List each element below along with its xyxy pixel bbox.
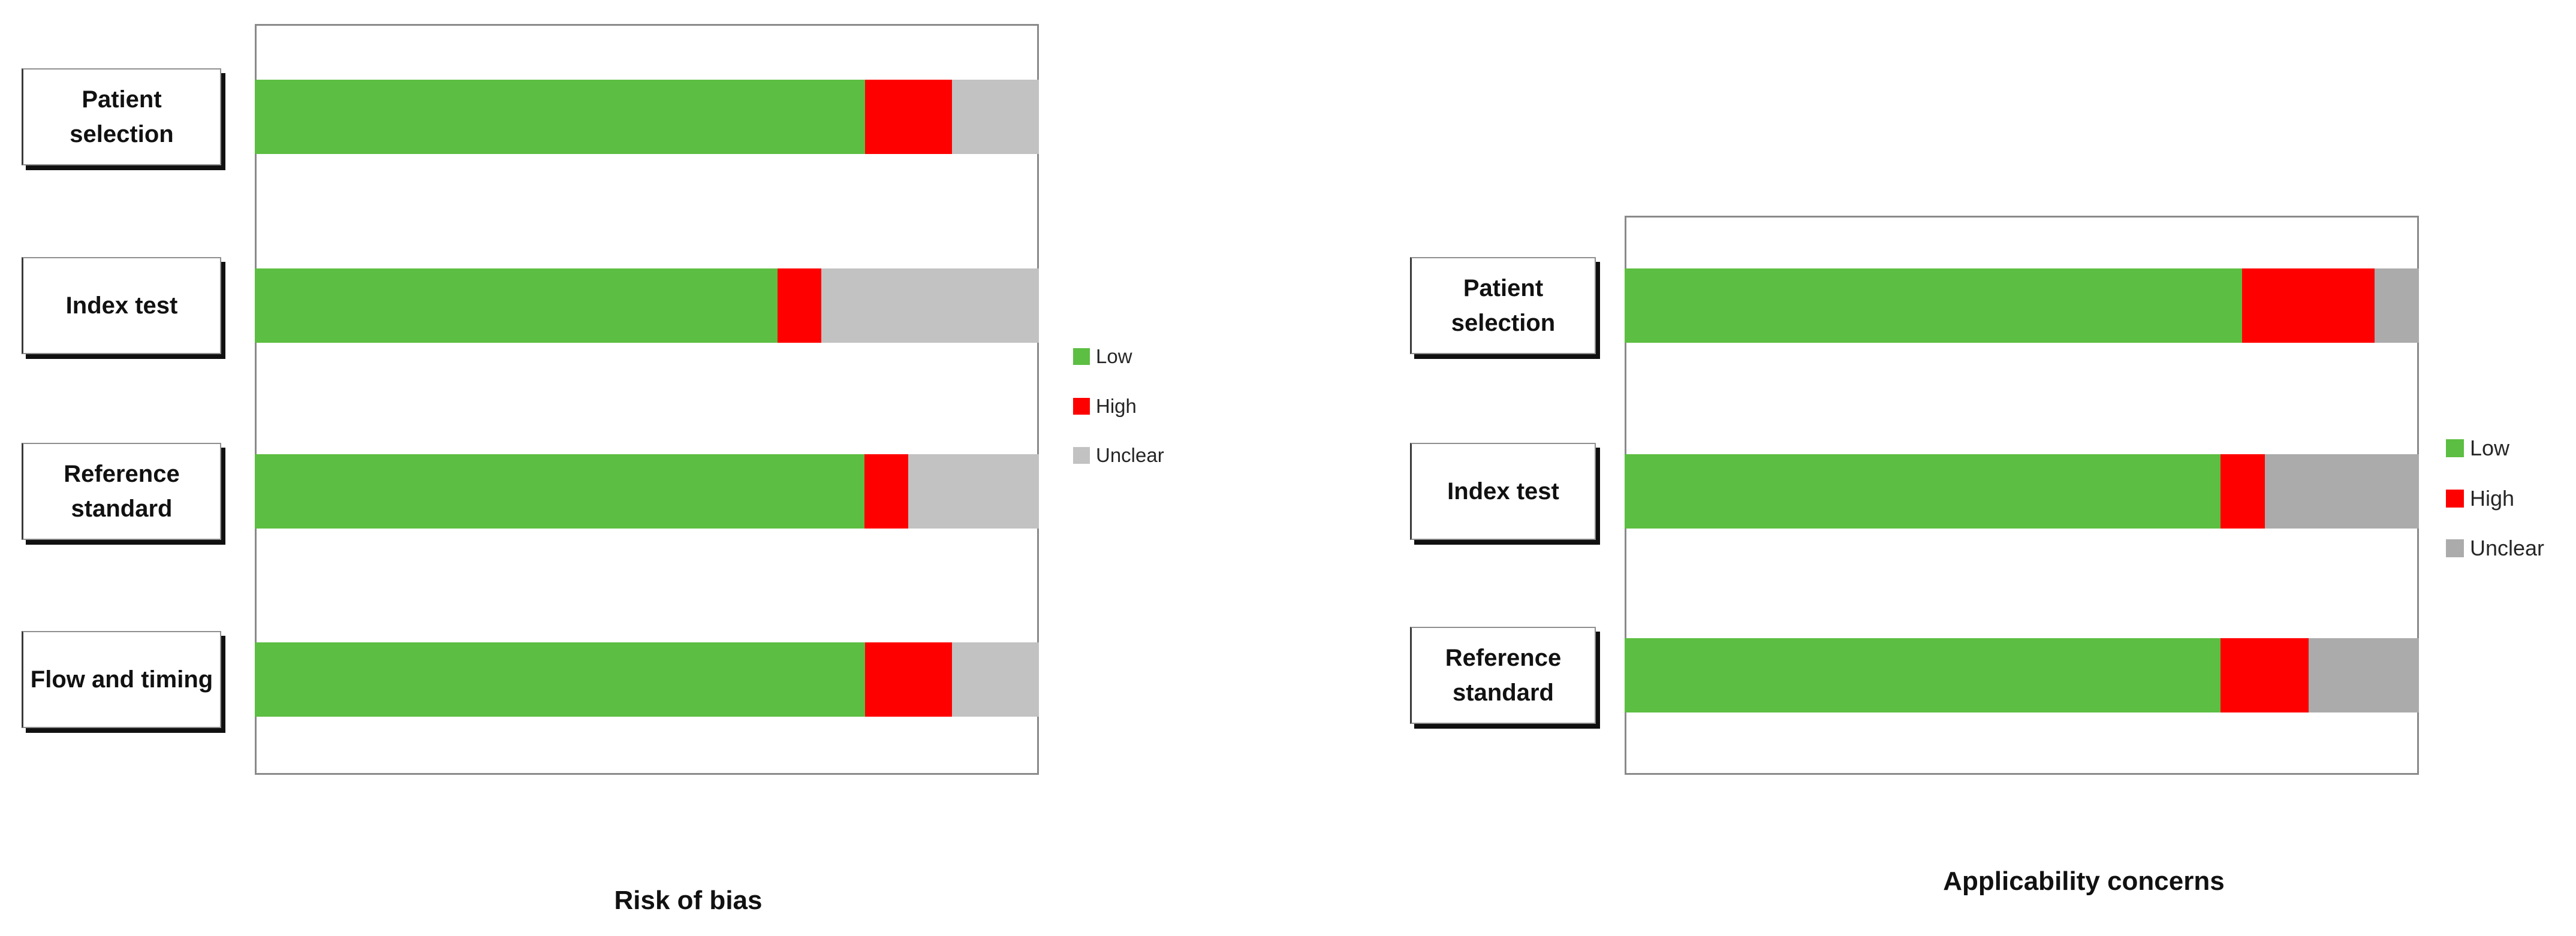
applicability-concerns-reference-standard-low-segment [1625, 638, 2221, 712]
legend-entry-high: High [2446, 486, 2514, 511]
legend-label-high: High [1096, 395, 1137, 417]
risk-of-bias-patient-selection-low-segment [255, 80, 865, 154]
risk-of-bias-title: Risk of bias [614, 886, 763, 915]
risk-of-bias-bar-patient-selection [255, 80, 1039, 154]
risk-of-bias-bar-index-test [255, 268, 1039, 343]
legend-label-unclear: Unclear [2470, 536, 2545, 560]
category-label-reference-standard: Reference standard [1410, 627, 1596, 724]
applicability-concerns-index-test-high-segment [2220, 454, 2265, 529]
legend-swatch-low-icon [2446, 439, 2464, 457]
applicability-concerns-reference-standard-high-segment [2220, 638, 2309, 712]
category-label-flow-and-timing: Flow and timing [22, 631, 221, 728]
legend-swatch-high-icon [2446, 490, 2464, 508]
legend-label-unclear: Unclear [1096, 444, 1164, 466]
applicability-concerns-reference-standard-unclear-segment [2308, 638, 2419, 712]
risk-of-bias-patient-selection-unclear-segment [951, 80, 1039, 154]
applicability-title: Applicability concerns [1943, 866, 2225, 896]
risk-of-bias-index-test-high-segment [777, 268, 821, 343]
legend-swatch-unclear-icon [1073, 447, 1090, 464]
applicability-concerns-patient-selection-unclear-segment [2374, 268, 2419, 343]
category-label-patient-selection: Patient selection [1410, 257, 1596, 354]
applicability-concerns-index-test-unclear-segment [2264, 454, 2419, 529]
risk-of-bias-patient-selection-high-segment [864, 80, 952, 154]
risk-of-bias-reference-standard-unclear-segment [908, 454, 1039, 529]
legend-swatch-low-icon [1073, 348, 1090, 365]
category-label-index-test: Index test [1410, 443, 1596, 540]
applicability-concerns-bar-reference-standard [1625, 638, 2419, 712]
legend-entry-unclear: Unclear [1073, 444, 1164, 467]
risk-of-bias-bar-reference-standard [255, 454, 1039, 529]
applicability-concerns-patient-selection-low-segment [1625, 268, 2242, 343]
risk-of-bias-index-test-low-segment [255, 268, 778, 343]
legend-swatch-unclear-icon [2446, 539, 2464, 557]
risk-of-bias-flow-and-timing-low-segment [255, 642, 865, 717]
legend-label-low: Low [2470, 436, 2510, 460]
legend-entry-unclear: Unclear [2446, 536, 2544, 561]
legend-label-low: Low [1096, 345, 1132, 367]
category-label-reference-standard: Reference standard [22, 443, 221, 540]
applicability-concerns-bar-index-test [1625, 454, 2419, 529]
legend-label-high: High [2470, 486, 2515, 511]
risk-of-bias-flow-and-timing-high-segment [864, 642, 952, 717]
applicability-concerns-bar-patient-selection [1625, 268, 2419, 343]
risk-of-bias-flow-and-timing-unclear-segment [951, 642, 1039, 717]
legend-entry-low: Low [2446, 436, 2509, 461]
legend-entry-low: Low [1073, 345, 1132, 368]
risk-of-bias-reference-standard-high-segment [864, 454, 908, 529]
legend-entry-high: High [1073, 395, 1137, 418]
category-label-patient-selection: Patient selection [22, 68, 221, 165]
risk-of-bias-reference-standard-low-segment [255, 454, 864, 529]
category-label-index-test: Index test [22, 257, 221, 354]
risk-of-bias-index-test-unclear-segment [821, 268, 1039, 343]
legend-swatch-high-icon [1073, 398, 1090, 415]
applicability-concerns-patient-selection-high-segment [2241, 268, 2375, 343]
risk-of-bias-bar-flow-and-timing [255, 642, 1039, 717]
applicability-concerns-index-test-low-segment [1625, 454, 2221, 529]
